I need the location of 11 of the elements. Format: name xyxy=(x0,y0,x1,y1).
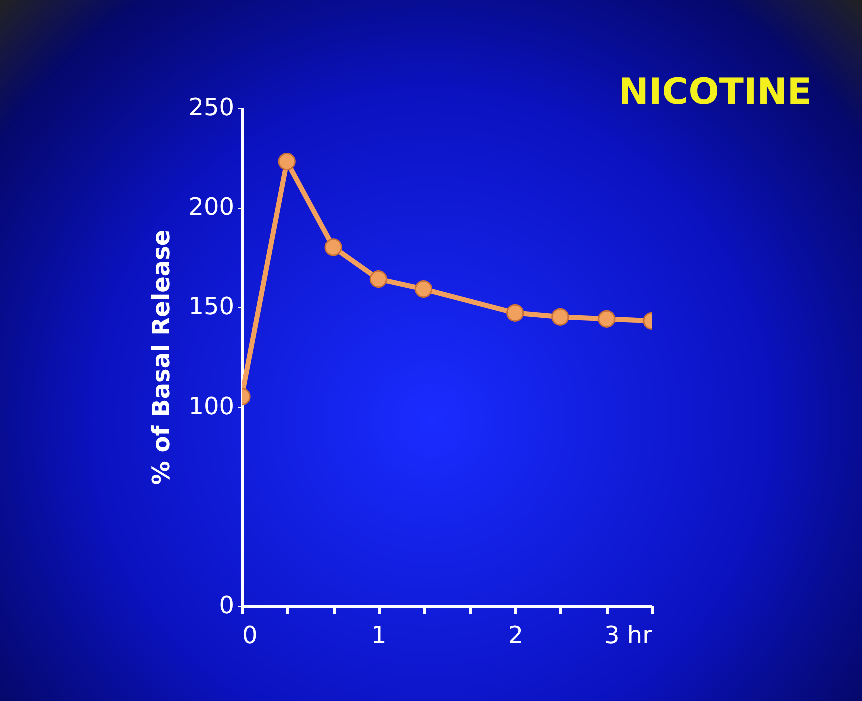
y-tick-label: 100 xyxy=(188,392,234,420)
chart-title: NICOTINE xyxy=(618,72,812,113)
y-tick-label: 150 xyxy=(188,292,234,321)
x-tick-label: 2 xyxy=(508,622,524,650)
x-tick-label: 0 xyxy=(242,622,258,650)
y-tick-label: 0 xyxy=(219,592,234,620)
y-tick-label: 250 xyxy=(188,94,234,122)
y-axis-title: % of Basal Release xyxy=(148,230,176,486)
x-tick-label: 3 hr xyxy=(604,622,653,650)
x-tick-label: 1 xyxy=(372,622,387,650)
y-tick-label: 200 xyxy=(188,193,234,222)
